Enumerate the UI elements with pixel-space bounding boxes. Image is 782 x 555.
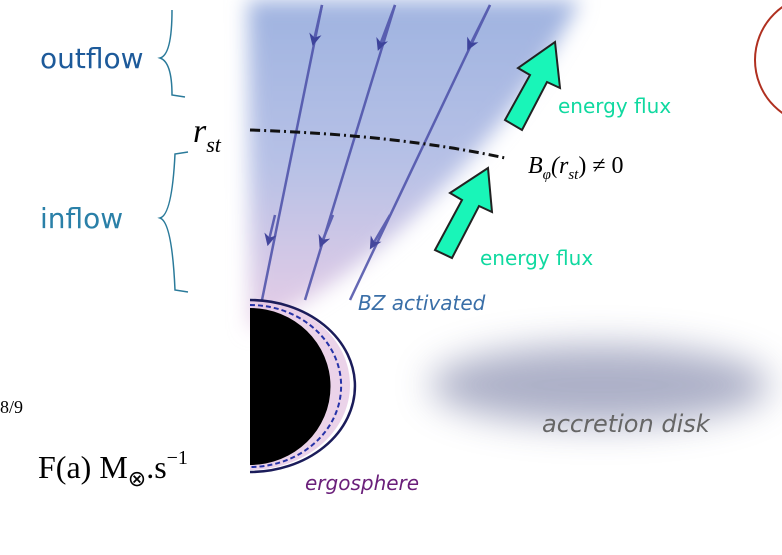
b-sub: φ bbox=[543, 167, 551, 183]
rst-label: rst bbox=[193, 113, 222, 157]
ergosphere-label: ergosphere bbox=[305, 471, 419, 495]
b-arg: (r bbox=[551, 153, 569, 179]
rst-base: r bbox=[193, 113, 207, 150]
formula-sup: −1 bbox=[167, 447, 188, 469]
outflow-label: outflow bbox=[40, 42, 144, 75]
b-base: B bbox=[528, 153, 543, 179]
outflow-brace bbox=[160, 10, 185, 97]
formula-sub: ⊗ bbox=[128, 466, 146, 491]
formula-rest: .s bbox=[146, 449, 166, 485]
red-circle bbox=[755, 0, 782, 125]
black-hole bbox=[250, 300, 355, 472]
b-phi-label: Bφ(rst) ≠ 0 bbox=[528, 153, 624, 183]
energy-flux-bottom: energy flux bbox=[480, 246, 593, 270]
inflow-label: inflow bbox=[40, 202, 123, 235]
diagram: outflow inflow rst energy flux energy fl… bbox=[0, 0, 782, 555]
fraction-label: 8/9 bbox=[0, 397, 23, 417]
formula-text: F(a) M bbox=[38, 449, 128, 485]
b-rest: ) ≠ 0 bbox=[578, 153, 623, 179]
energy-flux-top: energy flux bbox=[558, 94, 671, 118]
formula-label: F(a) M⊗.s−1 bbox=[38, 447, 188, 491]
rst-sub: st bbox=[206, 132, 222, 157]
disk-label: accretion disk bbox=[542, 410, 711, 438]
bz-label: BZ activated bbox=[358, 291, 486, 315]
inflow-brace bbox=[160, 152, 188, 292]
